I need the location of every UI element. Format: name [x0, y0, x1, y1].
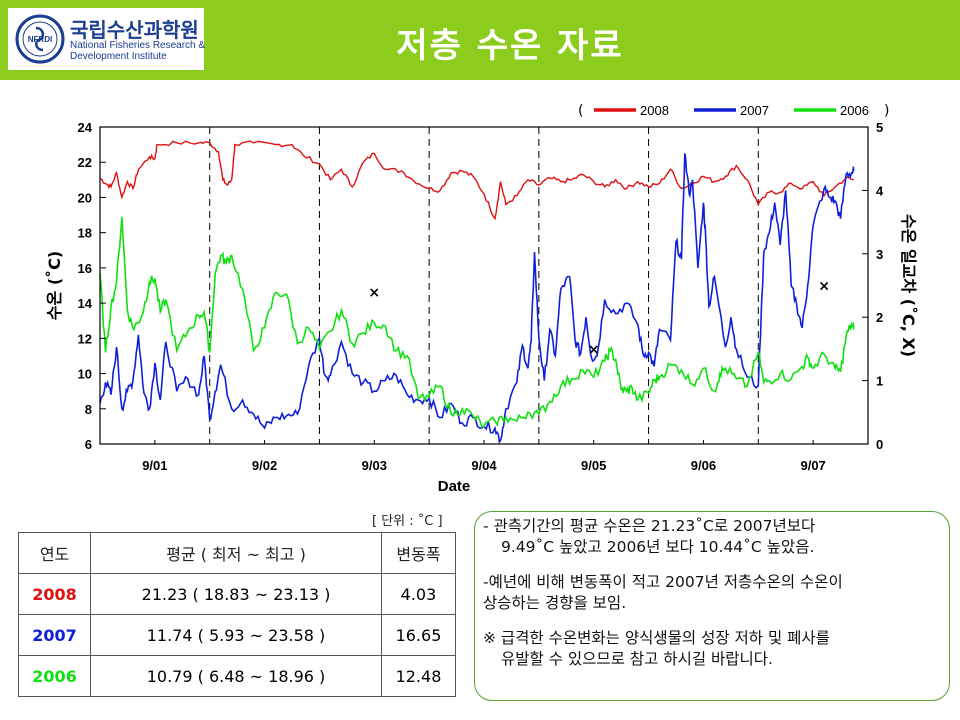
- logo-english-name: National Fisheries Research & Developmen…: [70, 40, 205, 62]
- x-tick-label: 9/05: [581, 458, 606, 473]
- table-cell-average: 10.79 ( 6.48 ~ 18.96 ): [90, 655, 382, 697]
- y-tick-label: 8: [85, 402, 92, 417]
- y-tick-label: 12: [78, 331, 92, 346]
- legend-open-paren: (: [578, 103, 583, 119]
- table-header-year: 연도: [17, 532, 92, 574]
- y-tick-label: 20: [78, 190, 92, 205]
- table-row: 2008 21.23 ( 18.83 ~ 23.13 ) 4.03: [17, 573, 457, 615]
- y-tick-label: 18: [78, 226, 92, 241]
- y-right-tick-label: 5: [876, 120, 883, 135]
- note-trend: -예년에 비해 변동폭이 적고 2007년 저층수온의 수온이 상승하는 경향을…: [483, 572, 941, 614]
- y-tick-label: 24: [78, 120, 93, 135]
- notes-box: - 관측기간의 평균 수온은 21.23˚C로 2007년보다 9.49˚C 높…: [474, 511, 950, 701]
- y-tick-label: 6: [85, 437, 92, 452]
- diurnal-range-marker: ×: [588, 342, 600, 358]
- table-row: 2006 10.79 ( 6.48 ~ 18.96 ) 12.48: [17, 655, 457, 697]
- table-cell-range: 12.48: [380, 655, 457, 697]
- y-right-tick-label: 2: [876, 310, 883, 325]
- y-axis-title: 수온 (˚C): [45, 251, 64, 320]
- logo-english-line-2: Development Institute: [70, 51, 167, 62]
- y-tick-label: 10: [78, 367, 92, 382]
- table-cell-range: 16.65: [380, 614, 457, 656]
- series-line-2007: [99, 153, 855, 445]
- summary-table: 연도 평균 ( 최저 ~ 최고 ) 변동폭 2008 21.23 ( 18.83…: [17, 532, 457, 697]
- x-tick-label: 9/06: [691, 458, 716, 473]
- unit-label: [ 단위 : ˚C ]: [372, 514, 443, 529]
- note-average-line-2: 9.49˚C 높았고 2006년 보다 10.44˚C 높았음.: [501, 538, 815, 556]
- note-trend-line-2: 상승하는 경향을 보임.: [483, 594, 627, 612]
- note-average-line-1: - 관측기간의 평균 수온은 21.23˚C로 2007년보다: [483, 517, 816, 535]
- note-warning: ※ 급격한 수온변화는 양식생물의 성장 저하 및 폐사를 유발할 수 있으므로…: [483, 628, 941, 670]
- note-warning-line-1: ※ 급격한 수온변화는 양식생물의 성장 저하 및 폐사를: [483, 629, 830, 647]
- y-tick-label: 14: [78, 296, 93, 311]
- logo-korean-name: 국립수산과학원: [70, 18, 199, 42]
- nfrdi-emblem-icon: NFRDI: [15, 14, 65, 64]
- y-right-axis-title: 수온 일교차 (˚C, X): [899, 214, 918, 357]
- y-right-tick-label: 0: [876, 437, 883, 452]
- y-right-tick-label: 4: [876, 183, 884, 198]
- note-warning-line-2: 유발할 수 있으므로 참고 하시길 바랍니다.: [501, 650, 773, 668]
- legend-label-2008: 2008: [640, 103, 669, 118]
- y-right-tick-label: 1: [876, 374, 883, 389]
- diurnal-range-marker: ×: [368, 285, 380, 301]
- table-header-range: 변동폭: [380, 532, 457, 574]
- legend-close-paren: ): [884, 103, 889, 119]
- table-header-average: 평균 ( 최저 ~ 최고 ): [90, 532, 382, 574]
- y-tick-label: 22: [78, 155, 92, 170]
- x-tick-label: 9/04: [471, 458, 497, 473]
- x-tick-label: 9/03: [362, 458, 387, 473]
- series-line-2006: [99, 216, 855, 428]
- note-average: - 관측기간의 평균 수온은 21.23˚C로 2007년보다 9.49˚C 높…: [483, 516, 941, 558]
- note-trend-line-1: -예년에 비해 변동폭이 적고 2007년 저층수온의 수온이: [483, 573, 843, 591]
- y-right-tick-label: 3: [876, 247, 883, 262]
- page-title: 저층 수온 자료: [396, 26, 624, 66]
- table-row: 2007 11.74 ( 5.93 ~ 23.58 ) 16.65: [17, 614, 457, 656]
- legend-label-2006: 2006: [840, 103, 869, 118]
- table-cell-range: 4.03: [380, 573, 457, 615]
- series-line-2008: [99, 140, 854, 221]
- table-cell-year: 2008: [17, 573, 92, 615]
- y-tick-label: 16: [78, 261, 92, 276]
- table-cell-average: 21.23 ( 18.83 ~ 23.13 ): [90, 573, 382, 615]
- table-cell-year: 2006: [17, 655, 92, 697]
- x-tick-label: 9/07: [800, 458, 825, 473]
- table-header-row: 연도 평균 ( 최저 ~ 최고 ) 변동폭: [17, 532, 457, 574]
- table-cell-year: 2007: [17, 614, 92, 656]
- x-axis-title: Date: [438, 478, 471, 495]
- header-bar: NFRDI 국립수산과학원 National Fisheries Researc…: [0, 0, 960, 80]
- logo-english-line-1: National Fisheries Research &: [70, 40, 206, 51]
- diurnal-range-marker: ×: [818, 279, 830, 295]
- logo[interactable]: NFRDI 국립수산과학원 National Fisheries Researc…: [8, 8, 205, 70]
- emblem-text: NFRDI: [28, 35, 52, 44]
- x-tick-label: 9/01: [142, 458, 167, 473]
- legend-label-2007: 2007: [740, 103, 769, 118]
- table-cell-average: 11.74 ( 5.93 ~ 23.58 ): [90, 614, 382, 656]
- x-tick-label: 9/02: [252, 458, 277, 473]
